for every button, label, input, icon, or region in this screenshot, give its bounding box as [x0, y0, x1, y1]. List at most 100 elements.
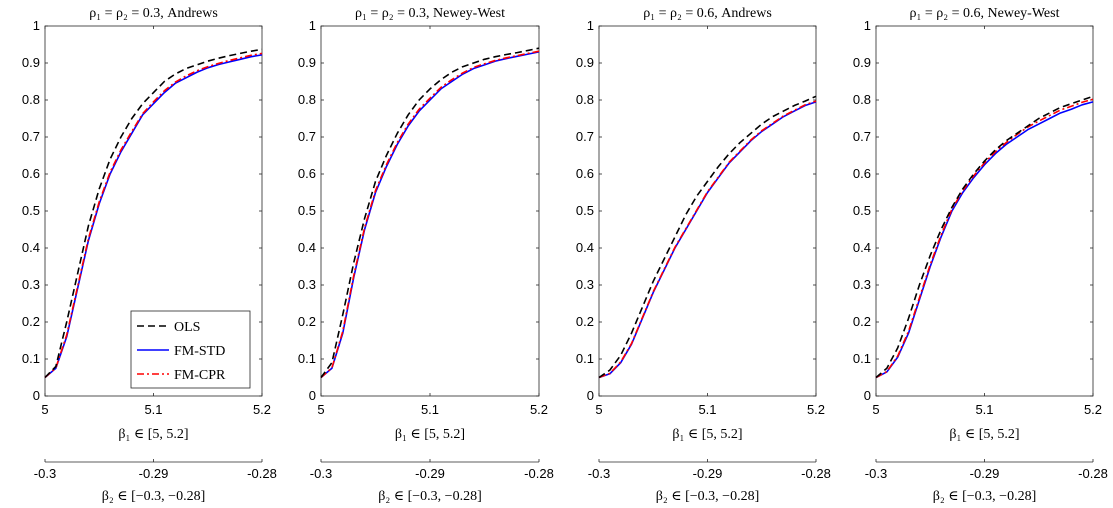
series-line-fm-std	[875, 101, 1094, 379]
legend-label-fm-cpr: FM-CPR	[174, 368, 226, 383]
y-tick-label: 1	[309, 18, 316, 33]
x2-tick-label: -0.3	[865, 466, 887, 481]
y-tick-label: 0.6	[853, 166, 871, 181]
y-tick-label: 0.7	[576, 129, 594, 144]
x2-tick-label: -0.3	[310, 466, 332, 481]
y-tick-label: 0.7	[298, 129, 316, 144]
y-tick-label: 0.8	[576, 92, 594, 107]
x-tick-label: 5.1	[975, 402, 993, 417]
x-tick-label: 5.1	[144, 402, 162, 417]
x2-tick-label: -0.29	[693, 466, 723, 481]
x-tick-label: 5	[317, 402, 324, 417]
chart-title: ρ₁ = ρ₂ = 0.3, Andrews	[89, 6, 218, 21]
y-tick-label: 0	[309, 388, 316, 403]
y-tick-label: 1	[587, 18, 594, 33]
x-tick-label: 5	[41, 402, 48, 417]
y-tick-label: 0.3	[853, 277, 871, 292]
chart-panel-3: ρ₁ = ρ₂ = 0.6, Andrews 0 0.1 0.2 0.3 0.4 0.5 0.…	[576, 6, 831, 504]
x-tick-label: 5	[595, 402, 602, 417]
y-tick-label: 0.3	[298, 277, 316, 292]
y-tick-label: 0.4	[576, 240, 594, 255]
y-tick-label: 0.9	[22, 55, 40, 70]
x2-tick-label: -0.28	[247, 466, 277, 481]
y-tick-label: 0.4	[22, 240, 40, 255]
y-tick-label: 0.2	[853, 314, 871, 329]
chart-title: ρ₁ = ρ₂ = 0.6, Andrews	[643, 6, 772, 21]
x-tick-label: 5.2	[530, 402, 548, 417]
y-tick-label: 0.3	[576, 277, 594, 292]
chart-title: ρ₁ = ρ₂ = 0.6, Newey-West	[910, 6, 1060, 21]
y-tick-label: 0.2	[22, 314, 40, 329]
x2-tick-label: -0.29	[139, 466, 169, 481]
series-line-fm-cpr	[598, 100, 817, 379]
x-tick-label: 5.2	[253, 402, 271, 417]
series-line-fm-cpr	[320, 50, 540, 379]
y-tick-label: 0.1	[853, 351, 871, 366]
legend-label-ols: OLS	[174, 320, 200, 335]
x-tick-label: 5.2	[807, 402, 825, 417]
plot-area-frame	[320, 25, 540, 397]
series-line-ols	[598, 95, 817, 379]
y-tick-label: 0.6	[22, 166, 40, 181]
y-tick-label: 0	[864, 388, 871, 403]
x2-tick-label: -0.29	[970, 466, 1000, 481]
legend-label-fm-std: FM-STD	[174, 344, 225, 359]
y-tick-label: 0.1	[576, 351, 594, 366]
y-tick-label: 0	[33, 388, 40, 403]
chart-panel-4: ρ₁ = ρ₂ = 0.6, Newey-West 0 0.1 0.2 0.3 0.4 0.…	[853, 6, 1108, 504]
y-tick-label: 0.8	[298, 92, 316, 107]
x-tick-label: 5.1	[698, 402, 716, 417]
x-tick-label: 5	[872, 402, 879, 417]
x-tick-label: 5.1	[421, 402, 439, 417]
series-line-fm-std	[598, 101, 817, 379]
x2-tick-label: -0.28	[524, 466, 554, 481]
legend: OLS FM-STD FM-CPR	[130, 310, 251, 389]
y-tick-label: 0.5	[298, 203, 316, 218]
y-tick-label: 0.4	[298, 240, 316, 255]
y-tick-label: 0.8	[853, 92, 871, 107]
y-tick-label: 0.2	[298, 314, 316, 329]
x2-tick-label: -0.3	[588, 466, 610, 481]
y-tick-label: 0.3	[22, 277, 40, 292]
y-tick-label: 0.5	[22, 203, 40, 218]
y-tick-label: 0.9	[576, 55, 594, 70]
y-tick-label: 0.4	[853, 240, 871, 255]
x2-tick-label: -0.3	[34, 466, 56, 481]
y-tick-label: 0.9	[853, 55, 871, 70]
y-tick-label: 0.6	[576, 166, 594, 181]
y-tick-label: 0.1	[298, 351, 316, 366]
y-tick-label: 0.7	[853, 129, 871, 144]
y-tick-label: 0.2	[576, 314, 594, 329]
chart-panel-2: ρ₁ = ρ₂ = 0.3, Newey-West 0 0.1 0.2 0.3 0.4 0.…	[298, 6, 554, 504]
x-tick-label: 5.2	[1084, 402, 1102, 417]
x2-axis-label: β₂ ∈ [−0.3, −0.28]	[656, 489, 759, 504]
y-tick-label: 1	[33, 18, 40, 33]
series-line-fm-std	[44, 54, 263, 379]
x2-tick-label: -0.29	[415, 466, 445, 481]
y-tick-label: 0.6	[298, 166, 316, 181]
y-tick-label: 0.7	[22, 129, 40, 144]
y-tick-label: 0.8	[22, 92, 40, 107]
x-axis-label: β₁ ∈ [5, 5.2]	[395, 427, 465, 442]
chart-title: ρ₁ = ρ₂ = 0.3, Newey-West	[355, 6, 505, 21]
y-tick-label: 1	[864, 18, 871, 33]
y-tick-label: 0.5	[853, 203, 871, 218]
series-line-ols	[44, 48, 263, 379]
x2-tick-label: -0.28	[1078, 466, 1108, 481]
chart-panel-1: ρ₁ = ρ₂ = 0.3, Andrews 0 0.1 0.2 0.3 0.4 0.5 0.…	[22, 6, 277, 504]
x-axis-label: β₁ ∈ [5, 5.2]	[949, 427, 1019, 442]
y-tick-label: 0.5	[576, 203, 594, 218]
series-line-fm-cpr	[875, 98, 1094, 379]
x2-axis-label: β₂ ∈ [−0.3, −0.28]	[102, 489, 205, 504]
y-tick-label: 0	[587, 388, 594, 403]
x2-axis-label: β₂ ∈ [−0.3, −0.28]	[378, 489, 481, 504]
x-axis-label: β₁ ∈ [5, 5.2]	[118, 427, 188, 442]
x2-axis-label: β₂ ∈ [−0.3, −0.28]	[933, 489, 1036, 504]
series-line-fm-std	[320, 51, 540, 379]
x2-tick-label: -0.28	[801, 466, 831, 481]
series-line-ols	[320, 47, 540, 378]
series-line-fm-cpr	[44, 52, 263, 379]
plot-area-frame	[875, 25, 1094, 397]
y-tick-label: 0.9	[298, 55, 316, 70]
